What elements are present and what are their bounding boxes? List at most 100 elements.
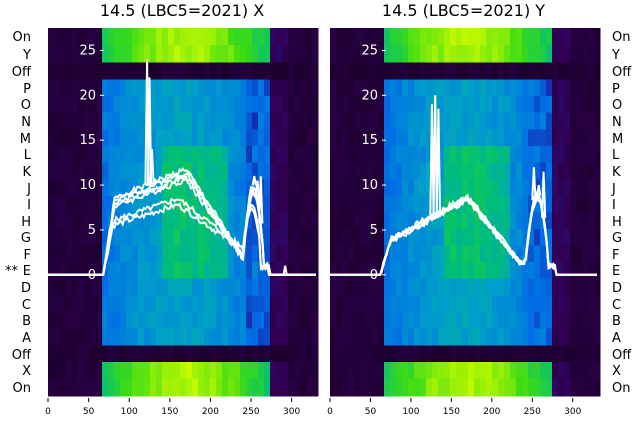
heatmap-cell [450, 278, 457, 296]
heatmap-cell [150, 362, 157, 379]
heatmap-cell [510, 378, 517, 397]
heatmap-cell [168, 229, 175, 246]
heatmap-cell [108, 45, 115, 63]
heatmap-cell [534, 345, 541, 363]
heatmap-cell [96, 262, 103, 279]
heatmap-cell [276, 378, 283, 397]
heatmap-cell [288, 229, 295, 246]
heatmap-cell [372, 328, 379, 346]
heatmap-cell [426, 229, 433, 246]
heatmap-cell [84, 378, 91, 397]
heatmap-cell [72, 162, 79, 180]
heatmap-cell [234, 196, 241, 213]
heatmap-cell [102, 229, 109, 246]
heatmap-cell [528, 62, 535, 80]
heatmap-cell [372, 378, 379, 397]
heatmap-cell [396, 196, 403, 213]
heatmap-cell [438, 245, 445, 263]
heatmap-cell [186, 146, 193, 163]
heatmap-cell [294, 196, 301, 213]
heatmap-cell [90, 378, 97, 397]
heatmap-cell [558, 179, 565, 197]
row-label: C [612, 298, 621, 313]
heatmap-cell [540, 62, 547, 80]
heatmap-cell [78, 378, 85, 397]
heatmap-cell [144, 45, 151, 63]
heatmap-cell [234, 45, 241, 63]
heatmap-cell [534, 229, 541, 246]
heatmap-cell [522, 212, 529, 230]
heatmap-cell [90, 212, 97, 230]
heatmap-cell [54, 345, 61, 363]
heatmap-cell [48, 96, 55, 113]
heatmap-cell [84, 245, 91, 263]
heatmap-cell [552, 278, 559, 296]
heatmap-cell [444, 345, 451, 363]
spike-line [254, 180, 261, 198]
heatmap-cell [528, 262, 535, 279]
heatmap-background [48, 28, 319, 397]
heatmap-cell [144, 196, 151, 213]
heatmap-cell [444, 278, 451, 296]
heatmap-cell [486, 295, 493, 313]
panel-x: 14.5 (LBC5=2021) X0510152025OnYOffPONMLK… [5, 1, 319, 417]
heatmap-cell [96, 345, 103, 363]
heatmap-cell [450, 62, 457, 80]
heatmap-cell [54, 328, 61, 346]
heatmap-cell [102, 278, 109, 296]
heatmap-cell [78, 312, 85, 329]
heatmap-cell [528, 312, 535, 329]
heatmap-cell [564, 328, 571, 346]
heatmap-cell [360, 129, 367, 147]
heatmap-cell [288, 79, 295, 97]
heatmap-cell [402, 162, 409, 180]
heatmap-cell [426, 146, 433, 163]
heatmap-cell [354, 45, 361, 63]
heatmap-cell [222, 328, 229, 346]
heatmap-cell [576, 278, 583, 296]
heatmap-cell [438, 278, 445, 296]
heatmap-cell [402, 146, 409, 163]
heatmap-cell [420, 146, 427, 163]
heatmap-cell [396, 162, 403, 180]
heatmap-cell [594, 129, 601, 147]
heatmap-cell [276, 362, 283, 379]
heatmap-cell [528, 362, 535, 379]
heatmap-cell [78, 179, 85, 197]
heatmap-cell [486, 345, 493, 363]
heatmap-cell [480, 312, 487, 329]
heatmap-cell [522, 129, 529, 147]
heatmap-cell [282, 345, 289, 363]
heatmap-cell [174, 112, 181, 130]
heatmap-cell [66, 112, 73, 130]
heatmap-cell [108, 162, 115, 180]
heatmap-cell [282, 295, 289, 313]
row-label: I [612, 198, 616, 213]
heatmap-cell [522, 112, 529, 130]
heatmap-cell [426, 162, 433, 180]
heatmap-cell [78, 278, 85, 296]
heatmap-cell [84, 295, 91, 313]
heatmap-cell [102, 328, 109, 346]
heatmap-cell [354, 362, 361, 379]
heatmap-cell [408, 146, 415, 163]
heatmap-cell [354, 179, 361, 197]
row-label: H [612, 215, 622, 230]
heatmap-cell [360, 362, 367, 379]
heatmap-cell [396, 212, 403, 230]
heatmap-cell [336, 295, 343, 313]
heatmap-cell [342, 28, 349, 46]
heatmap-cell [264, 196, 271, 213]
heatmap-cell [102, 129, 109, 147]
heatmap-cell [528, 196, 535, 213]
heatmap-cell [270, 129, 277, 147]
y-tick-label: 15 [79, 133, 96, 148]
heatmap-cell [540, 262, 547, 279]
heatmap-cell [246, 45, 253, 63]
heatmap-cell [480, 129, 487, 147]
heatmap-cell [552, 162, 559, 180]
heatmap-cell [78, 96, 85, 113]
heatmap-cell [540, 229, 547, 246]
heatmap-cell [366, 196, 373, 213]
heatmap-cell [582, 362, 589, 379]
